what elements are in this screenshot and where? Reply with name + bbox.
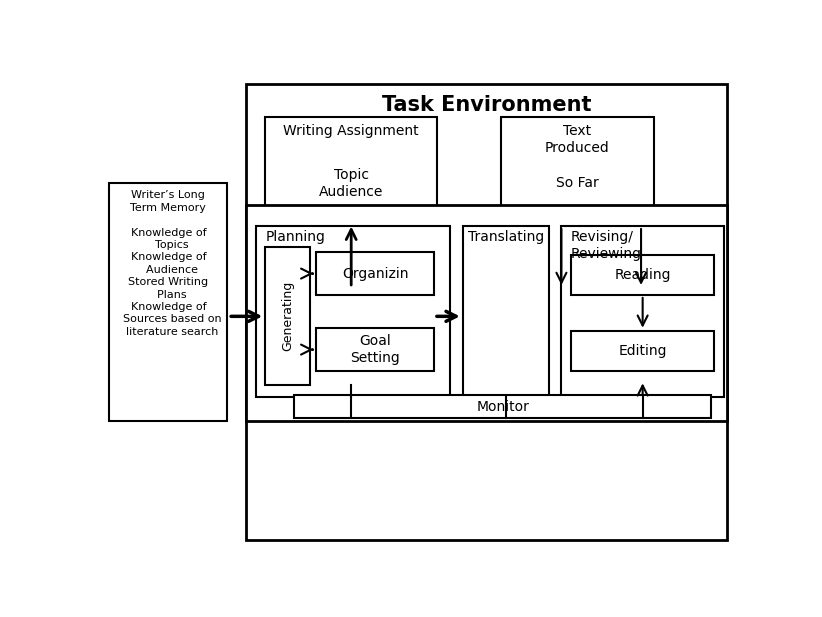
Bar: [501, 117, 653, 288]
Text: Organizin: Organizin: [342, 267, 409, 281]
Bar: [561, 226, 724, 397]
Bar: [294, 395, 711, 418]
Bar: [316, 328, 434, 371]
Text: Task Environment: Task Environment: [382, 96, 592, 115]
Text: Topic
Audience: Topic Audience: [319, 168, 383, 199]
Text: Reading: Reading: [614, 268, 671, 281]
Bar: [109, 183, 227, 421]
Text: Writing Assignment: Writing Assignment: [284, 124, 419, 138]
Text: Text
Produced

So Far: Text Produced So Far: [545, 124, 610, 190]
Text: Editing: Editing: [618, 344, 667, 357]
Bar: [246, 205, 727, 421]
Text: Planning: Planning: [266, 230, 325, 244]
Text: Translating: Translating: [468, 230, 544, 244]
Bar: [266, 247, 310, 385]
Text: Monitor: Monitor: [477, 400, 529, 413]
Bar: [266, 117, 437, 288]
Bar: [246, 83, 727, 540]
Text: Generating: Generating: [281, 281, 294, 352]
Text: Writer’s Long
Term Memory

Knowledge of
  Topics
Knowledge of
  Audience
Stored : Writer’s Long Term Memory Knowledge of T…: [116, 191, 221, 337]
Bar: [571, 255, 714, 295]
Bar: [256, 226, 450, 397]
Text: Goal
Setting: Goal Setting: [350, 334, 400, 365]
Text: Revising/
Reviewing: Revising/ Reviewing: [571, 230, 642, 261]
Bar: [571, 331, 714, 371]
Bar: [463, 226, 548, 397]
Bar: [316, 252, 434, 295]
